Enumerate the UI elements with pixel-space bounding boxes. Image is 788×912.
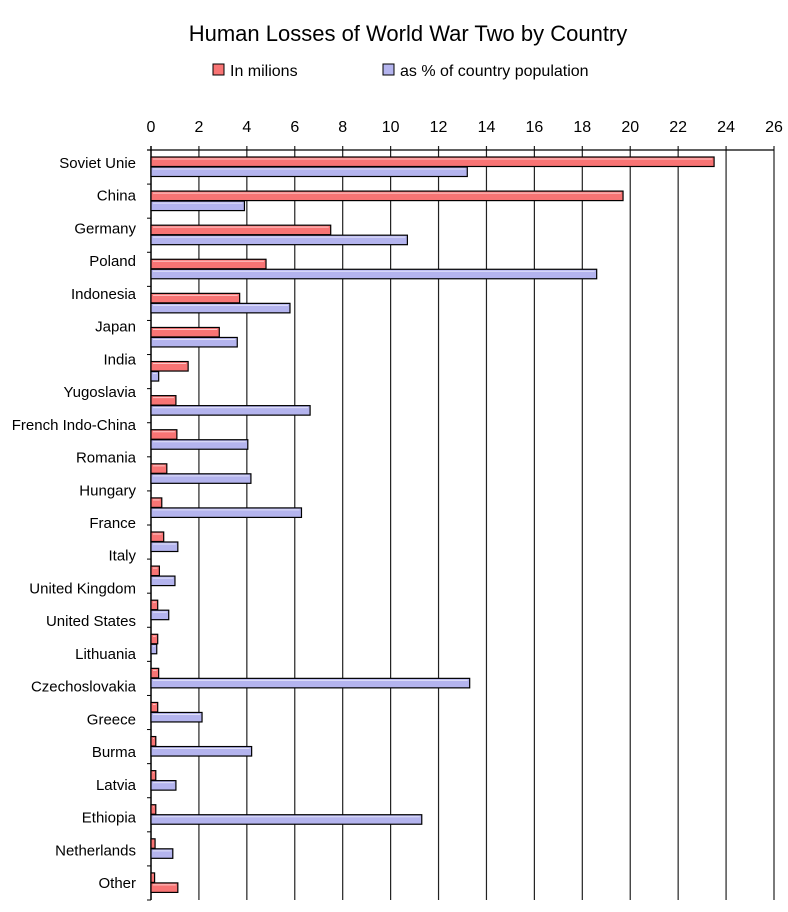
category-label: United States: [46, 613, 136, 630]
x-tick-label: 22: [669, 119, 687, 136]
bar-percent: [150, 711, 203, 723]
x-tick-label: 12: [430, 119, 448, 136]
bar-millions: [150, 224, 332, 236]
x-tick-label: 14: [478, 119, 496, 136]
bar-millions: [150, 531, 165, 543]
bar-millions: [150, 599, 159, 611]
bar-millions: [150, 156, 715, 168]
legend-label-percent: as % of country population: [400, 63, 589, 80]
category-label: Japan: [95, 319, 136, 336]
bar-millions: [150, 463, 168, 474]
category-label: Romania: [76, 450, 137, 467]
category-label: Yugoslavia: [63, 384, 136, 401]
category-label: Soviet Unie: [59, 155, 136, 172]
x-tick-label: 10: [382, 119, 400, 136]
bar-percent: [150, 370, 160, 382]
bar-millions: [150, 872, 156, 884]
category-label: Indonesia: [71, 286, 137, 303]
x-tick-label: 26: [765, 119, 783, 136]
bar-percent: [150, 268, 598, 280]
category-label: Greece: [87, 711, 136, 728]
bar-percent: [150, 336, 238, 348]
category-label: France: [89, 515, 136, 532]
bar-millions: [150, 565, 160, 577]
category-label: French Indo-China: [12, 417, 137, 434]
category-label: Poland: [89, 253, 136, 270]
x-tick-label: 8: [338, 119, 347, 136]
category-label: Germany: [74, 220, 136, 237]
bar-percent: [150, 302, 291, 314]
bar-millions: [150, 292, 241, 304]
bar-percent: [150, 643, 158, 655]
bar-millions: [150, 360, 189, 372]
bar-millions: [150, 429, 178, 440]
bar-millions: [150, 735, 157, 747]
x-tick-label: 2: [194, 119, 203, 136]
category-label: Czechoslovakia: [31, 679, 137, 696]
bar-percent: [150, 848, 174, 859]
bar-millions: [150, 633, 159, 645]
category-label: Netherlands: [55, 842, 136, 859]
x-tick-label: 0: [147, 119, 156, 136]
bar-millions: [150, 497, 163, 509]
bar-percent: [150, 166, 468, 178]
bar-percent: [150, 541, 179, 553]
category-label: Italy: [108, 548, 136, 565]
category-label: United Kingdom: [29, 580, 136, 597]
bar-percent: [150, 882, 179, 894]
legend: In milions as % of country population: [212, 63, 589, 80]
bar-percent: [150, 814, 423, 825]
bar-percent: [150, 234, 408, 246]
category-label: Other: [98, 875, 136, 892]
bar-percent: [150, 780, 177, 791]
x-tick-label: 20: [621, 119, 639, 136]
bar-millions: [150, 190, 624, 202]
category-label: Ethiopia: [82, 810, 137, 827]
category-label: Burma: [92, 744, 137, 761]
chart-title: Human Losses of World War Two by Country: [189, 21, 628, 46]
bar-millions: [150, 667, 160, 679]
x-tick-label: 6: [290, 119, 299, 136]
category-label: China: [97, 188, 137, 205]
bar-percent: [150, 575, 176, 587]
bar-percent: [150, 200, 246, 212]
bar-millions: [150, 395, 177, 406]
x-tick-label: 24: [717, 119, 735, 136]
bar-millions: [150, 838, 156, 849]
bar-percent: [150, 507, 303, 519]
category-label: Latvia: [96, 777, 137, 794]
bar-percent: [150, 473, 252, 484]
bar-percent: [150, 677, 471, 689]
x-tick-label: 4: [242, 119, 251, 136]
category-label: Hungary: [79, 482, 136, 499]
x-tick-label: 18: [573, 119, 591, 136]
bar-percent: [150, 609, 170, 621]
bar-percent: [150, 405, 311, 416]
legend-label-millions: In milions: [230, 63, 298, 80]
bar-millions: [150, 258, 267, 270]
legend-swatch-percent: [382, 63, 395, 76]
bar-millions: [150, 804, 157, 815]
bar-percent: [150, 439, 249, 450]
bar-millions: [150, 326, 220, 338]
bar-millions: [150, 770, 157, 781]
legend-swatch-millions: [212, 63, 225, 76]
x-tick-label: 16: [525, 119, 543, 136]
category-label: Lithuania: [75, 646, 137, 663]
category-label: India: [103, 351, 136, 368]
bar-percent: [150, 745, 253, 757]
bar-millions: [150, 701, 159, 713]
